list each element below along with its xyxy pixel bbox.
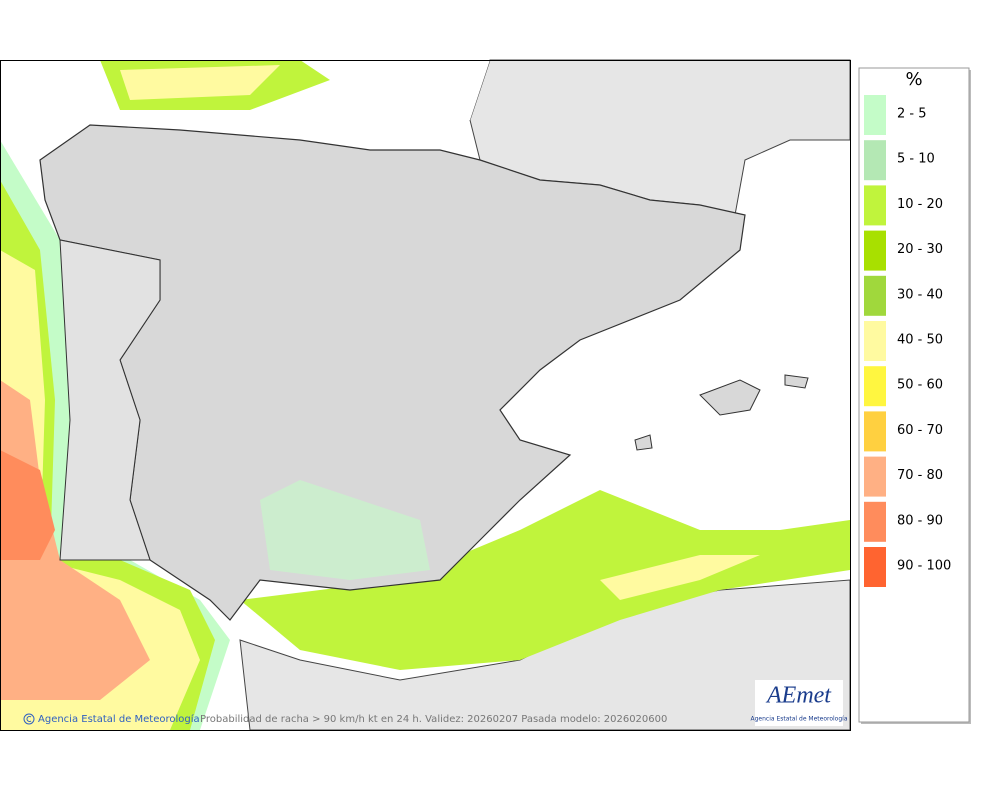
area-south: [260, 480, 430, 580]
menorca: [784, 374, 809, 389]
legend-label: 70 - 80: [897, 468, 943, 483]
caption: Probabilidad de racha > 90 km/h kt en 24…: [200, 714, 667, 725]
legend-label: 40 - 50: [897, 333, 943, 348]
ibiza: [634, 434, 653, 451]
legend-swatch: [864, 456, 886, 497]
legend-swatch: [864, 185, 886, 226]
legend-label: 2 - 5: [897, 107, 927, 122]
area-very-high: [0, 380, 150, 700]
legend-swatch: [864, 501, 886, 542]
legend-swatch: [864, 230, 886, 271]
legend-swatch: [864, 140, 886, 181]
logo-text: AEmet: [765, 683, 832, 709]
copyright-icon: [23, 713, 35, 725]
map: Agencia Estatal de Meteorología Probabil…: [0, 59, 851, 731]
area-max: [0, 450, 55, 560]
logo-box: [755, 680, 843, 726]
area-med-high: [600, 555, 760, 600]
map-frame: [0, 60, 851, 731]
legend-label: 90 - 100: [897, 559, 951, 574]
legend: % 2 - 5 5 - 10 10 - 20 20 - 30 30 - 40 40 - 5…: [858, 67, 971, 724]
legend-label: 50 - 60: [897, 378, 943, 393]
legend-label: 20 - 30: [897, 242, 943, 257]
legend-label: 30 - 40: [897, 287, 943, 302]
legend-label: 5 - 10: [897, 152, 935, 167]
legend-swatch: [864, 95, 886, 135]
legend-swatch: [864, 366, 886, 407]
area-med: [240, 490, 850, 670]
area-north-high: [120, 65, 280, 100]
portugal: [59, 239, 161, 561]
legend-label: 10 - 20: [897, 197, 943, 212]
credit: Agencia Estatal de Meteorología: [38, 713, 200, 725]
legend-swatch: [864, 547, 886, 587]
mallorca: [699, 379, 761, 416]
logo-subtitle: Agencia Estatal de Meteorología: [751, 716, 848, 723]
legend-swatch: [864, 321, 886, 361]
legend-title: %: [905, 69, 922, 90]
legend-label: 60 - 70: [897, 423, 943, 438]
legend-swatch: [864, 275, 886, 316]
legend-swatch: [864, 411, 886, 452]
legend-label: 80 - 90: [897, 513, 943, 528]
copyright-icon-c: [26, 716, 32, 722]
